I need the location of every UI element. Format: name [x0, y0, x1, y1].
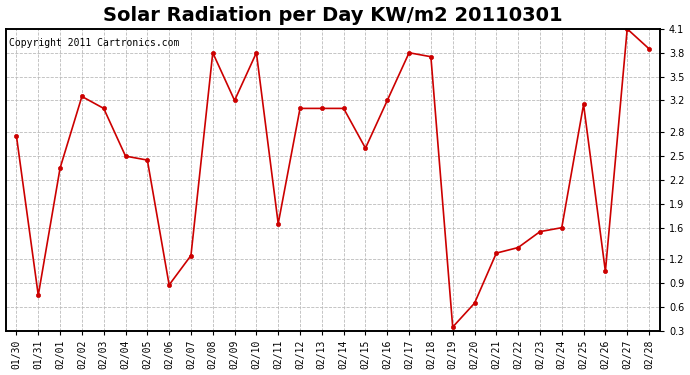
Title: Solar Radiation per Day KW/m2 20110301: Solar Radiation per Day KW/m2 20110301	[103, 6, 562, 24]
Text: Copyright 2011 Cartronics.com: Copyright 2011 Cartronics.com	[9, 38, 179, 48]
